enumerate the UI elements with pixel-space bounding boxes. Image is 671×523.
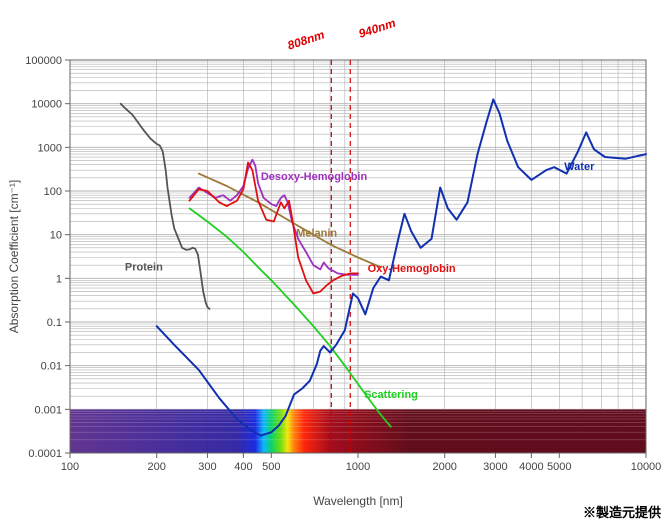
- source-note: ※製造元提供: [583, 505, 661, 520]
- y-tick-label: 0.0001: [28, 448, 62, 460]
- x-tick-label: 100: [61, 461, 79, 473]
- x-tick-label: 200: [148, 461, 166, 473]
- y-tick-label: 1000: [38, 142, 62, 154]
- chart-svg: 1002003004005001000200030004000500010000…: [0, 0, 671, 523]
- y-tick-label: 10: [50, 230, 62, 242]
- series-label-water: Water: [564, 161, 595, 173]
- x-tick-label: 500: [262, 461, 280, 473]
- x-tick-label: 300: [198, 461, 216, 473]
- absorption-chart: 1002003004005001000200030004000500010000…: [0, 0, 671, 523]
- x-tick-label: 3000: [483, 461, 507, 473]
- y-tick-label: 0.1: [47, 317, 62, 329]
- y-tick-label: 0.001: [34, 404, 62, 416]
- y-tick-label: 10000: [31, 99, 62, 111]
- y-axis-label: Absorption Coefficient [cm⁻¹]: [7, 180, 21, 334]
- series-label-melanin: Melanin: [296, 228, 337, 240]
- y-tick-label: 0.01: [41, 361, 62, 373]
- y-tick-label: 1: [56, 273, 62, 285]
- x-tick-label: 2000: [432, 461, 456, 473]
- series-label-protein: Protein: [125, 262, 163, 274]
- x-tick-label: 4000: [519, 461, 543, 473]
- series-label-desoxy-hemoglobin: Desoxy-Hemoglobin: [261, 171, 368, 183]
- x-tick-label: 5000: [547, 461, 571, 473]
- series-label-scattering: Scattering: [364, 389, 418, 401]
- x-tick-label: 400: [234, 461, 252, 473]
- x-axis-label: Wavelength [nm]: [313, 494, 403, 508]
- x-tick-label: 10000: [631, 461, 662, 473]
- y-tick-label: 100000: [25, 55, 62, 67]
- series-label-oxy-hemoglobin: Oxy-Hemoglobin: [368, 263, 456, 275]
- x-tick-label: 1000: [346, 461, 370, 473]
- y-tick-label: 100: [44, 186, 62, 198]
